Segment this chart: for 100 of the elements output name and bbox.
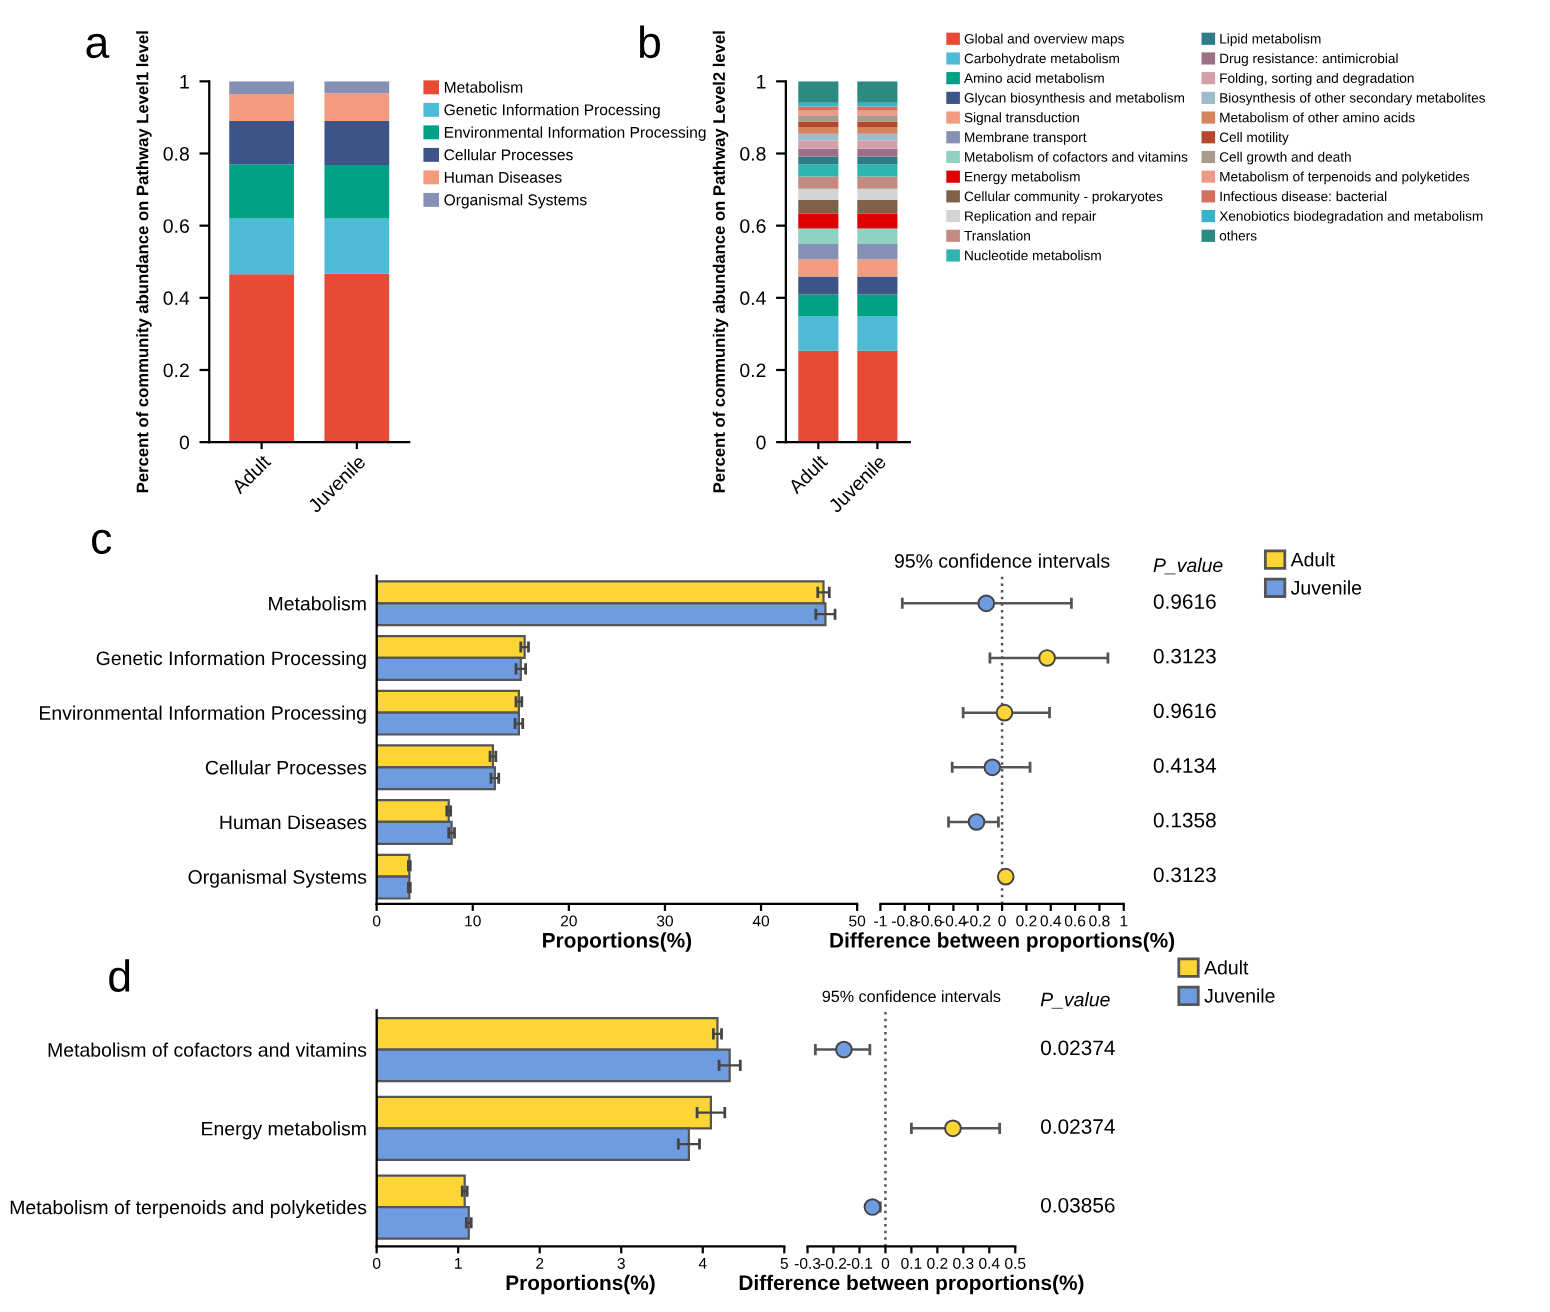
y-tick-label: Cellular Processes <box>205 760 367 775</box>
bar <box>798 176 839 189</box>
x-axis-title: Proportions(%) <box>506 1274 655 1295</box>
y-tick-label: Energy metabolism <box>202 1121 366 1140</box>
bar <box>857 316 898 351</box>
bar <box>798 188 839 200</box>
bar <box>798 259 839 277</box>
bar <box>324 121 390 166</box>
y-tick-label: Metabolism of cofactors and vitamins <box>48 1042 367 1057</box>
point <box>977 594 996 613</box>
bar <box>798 148 839 157</box>
text: 0.02374 <box>1040 1040 1115 1056</box>
text: P_value <box>1153 557 1223 575</box>
y-tick-label: 0 <box>179 435 190 450</box>
bar <box>857 115 898 122</box>
bar <box>798 213 839 229</box>
bar <box>857 228 898 245</box>
text: P_value <box>1040 992 1110 1009</box>
bar <box>798 127 839 134</box>
text: 0.03856 <box>1040 1197 1115 1213</box>
y-tick-label: Organismal Systems <box>188 869 367 888</box>
point <box>983 758 1002 777</box>
bar <box>857 294 898 317</box>
y-tick-label: Environmental Information Processing <box>39 705 366 724</box>
x-axis-title: Difference between proportions(%) <box>739 1274 1084 1295</box>
bar <box>857 121 898 128</box>
bar <box>798 156 839 165</box>
y-tick-label: Genetic Information Processing <box>96 650 366 670</box>
bar <box>857 244 898 260</box>
text: 0.4134 <box>1153 758 1217 773</box>
chart-title: c <box>92 529 112 555</box>
y-tick-label: 0.8 <box>740 146 766 161</box>
bar <box>798 164 839 177</box>
y-tick-label: Metabolism <box>269 596 366 611</box>
bar <box>229 93 294 122</box>
bar <box>857 213 898 229</box>
bar <box>798 133 839 141</box>
bar <box>857 133 898 141</box>
text: 0.9616 <box>1153 703 1216 719</box>
text: 0.02374 <box>1040 1119 1115 1134</box>
chart-title: a <box>86 33 110 59</box>
y-tick-label: 1 <box>180 75 189 89</box>
y-tick-label: 0.6 <box>740 219 766 233</box>
y-axis-title: Percent of community abundance on Pathway Level2 level <box>712 31 729 493</box>
bar <box>229 274 294 443</box>
bar <box>857 259 898 277</box>
point <box>996 867 1015 886</box>
y-tick-label: 0 <box>756 435 766 450</box>
legend-label: Juvenile <box>1290 580 1362 595</box>
bar <box>324 81 390 94</box>
bar <box>229 164 294 219</box>
bar <box>857 176 898 189</box>
text: 0.3123 <box>1153 867 1216 883</box>
bar <box>798 316 839 351</box>
legend-label: Juvenile <box>1204 988 1275 1003</box>
chart-title: 95% confidence intervals <box>894 553 1110 568</box>
point <box>1038 649 1056 667</box>
chart-title: d <box>109 959 130 993</box>
chart-title: b <box>640 25 660 59</box>
text: 0.1358 <box>1153 812 1216 828</box>
bar <box>324 218 390 274</box>
bar <box>798 81 839 103</box>
bar <box>324 93 390 122</box>
y-axis-title: Percent of community abundance on Pathway Level1 level <box>136 31 152 493</box>
bar <box>798 121 839 128</box>
bar <box>857 164 898 177</box>
bar <box>857 148 898 157</box>
bar <box>798 350 839 443</box>
point <box>967 813 986 831</box>
bar <box>798 276 839 295</box>
y-tick-label: 0.8 <box>163 146 189 161</box>
y-tick-label: 0.2 <box>740 363 766 378</box>
bar <box>229 81 294 94</box>
bar <box>229 218 294 275</box>
x-axis-title: Difference between proportions(%) <box>830 932 1175 952</box>
x-axis-title: Proportions(%) <box>543 932 692 952</box>
bar <box>798 199 839 214</box>
bar <box>857 350 898 443</box>
bar <box>798 244 839 260</box>
y-tick-label: Human Diseases <box>220 814 367 830</box>
legend-label: Adult <box>1204 960 1249 975</box>
text: 0.3123 <box>1153 648 1216 664</box>
y-tick-label: 1 <box>757 75 766 89</box>
y-tick-label: Metabolism of terpenoids and polyketides <box>10 1199 367 1219</box>
bar <box>324 165 390 219</box>
bar <box>798 228 839 245</box>
text: 0.9616 <box>1153 594 1216 609</box>
y-tick-label: 0.6 <box>163 219 189 233</box>
legend-label: Adult <box>1290 552 1335 567</box>
bar <box>324 273 390 443</box>
bar <box>857 127 898 134</box>
bar <box>798 294 839 317</box>
bar <box>857 156 898 165</box>
y-tick-label: 0.2 <box>163 363 189 378</box>
bar <box>798 115 839 122</box>
bar <box>229 121 294 165</box>
y-tick-label: 0.4 <box>163 291 190 306</box>
bar <box>857 276 898 295</box>
y-tick-label: 0.4 <box>740 291 766 306</box>
chart-title: 95% confidence intervals <box>822 990 1001 1003</box>
